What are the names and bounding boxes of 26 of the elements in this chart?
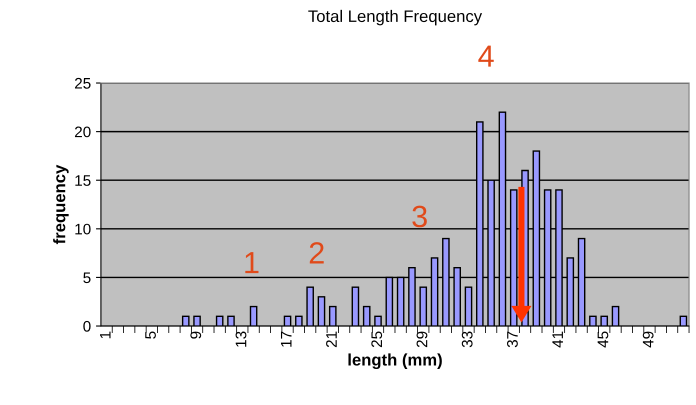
x-tick-label: 13 [236,332,246,347]
x-tick-label: 17 [280,332,292,347]
x-tick-label: 29 [416,332,428,348]
x-tick-label: 45 [598,332,608,348]
y-tick-label: 25 [74,78,91,89]
x-axis-title: length (mm) [348,353,442,370]
x-tick-label: 25 [371,332,382,348]
x-tick-label: 9 [190,332,202,339]
y-tick-label: 10 [75,224,91,235]
x-tick-label: 37 [507,332,518,348]
x-tick-label: 21 [326,332,337,348]
y-tick-label: 20 [74,126,91,138]
annotation: 1 [245,252,258,274]
annotation: 2 [310,242,324,264]
y-axis-title: frequency [53,164,69,244]
y-tick-label: 0 [83,320,91,332]
chart-title: Total Length Frequency [308,10,482,26]
x-tick-label: 5 [145,332,156,339]
x-tick-label: 1 [100,332,111,338]
x-tick-label: 33 [462,332,473,348]
x-tick-label: 41 [552,332,563,348]
annotation: 3 [412,206,427,228]
x-tick-label: 49 [642,332,654,348]
y-tick-label: 5 [83,272,91,284]
y-tick-label: 15 [75,175,91,186]
text: 4 [478,46,494,67]
